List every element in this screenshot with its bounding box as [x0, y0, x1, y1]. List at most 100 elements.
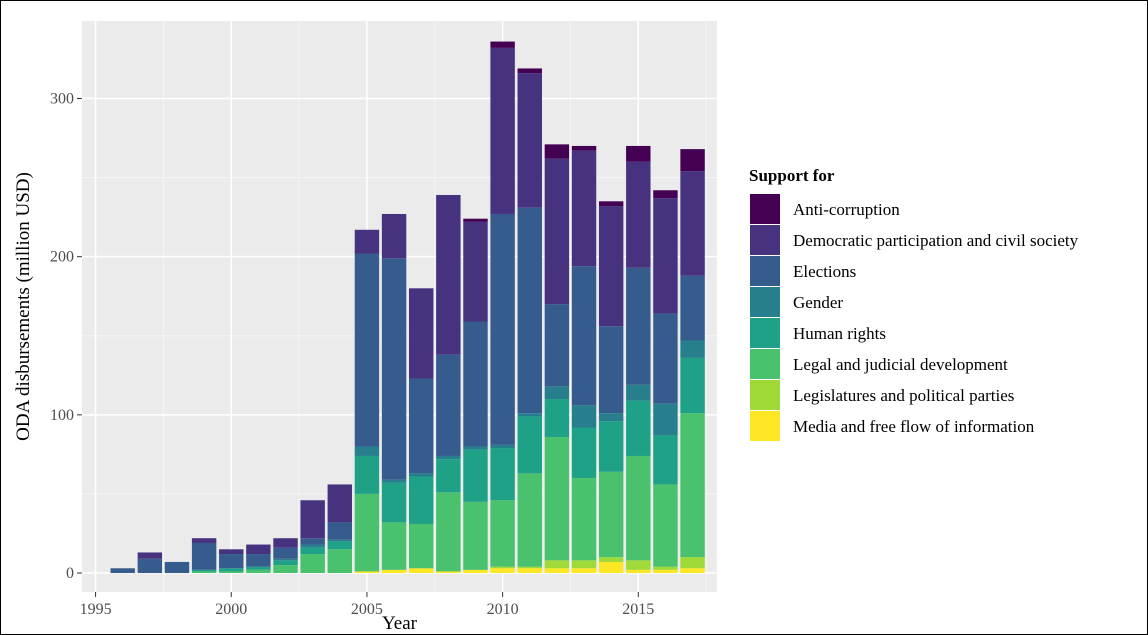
bar-segment — [571, 568, 597, 574]
bar-segment — [544, 436, 570, 561]
bar-segment — [354, 571, 380, 574]
bar-segment — [381, 522, 407, 570]
legend-key — [750, 349, 780, 379]
bar-segment — [164, 561, 190, 574]
legend-label: Legislatures and political parties — [793, 386, 1014, 405]
bar-segment — [436, 455, 461, 460]
bar-segment — [653, 435, 678, 485]
x-tick-label: 2005 — [351, 601, 383, 618]
x-tick-label: 1995 — [80, 601, 112, 618]
legend-key — [750, 225, 780, 255]
bar-segment — [517, 73, 542, 208]
bar-segment — [517, 473, 542, 567]
bar-segment — [598, 201, 624, 207]
bars — [110, 41, 705, 574]
bar-segment — [246, 566, 271, 570]
bar-segment — [626, 569, 651, 574]
x-tick-label: 2000 — [215, 601, 247, 618]
bar-segment — [544, 144, 570, 159]
bar-segment — [354, 493, 380, 572]
bar-segment — [354, 446, 380, 456]
bar-segment — [571, 560, 597, 569]
bar-segment — [219, 554, 244, 569]
bar-segment — [653, 198, 678, 314]
bar-segment — [381, 213, 407, 259]
bar-segment — [436, 194, 461, 355]
bar-segment — [626, 145, 651, 162]
bar-segment — [327, 539, 353, 542]
bar-segment — [517, 568, 542, 574]
bar-segment — [408, 473, 434, 477]
bar-segment — [110, 568, 135, 574]
bar-segment — [680, 568, 705, 574]
bar-segment — [680, 557, 705, 569]
bar-segment — [463, 569, 488, 574]
y-tick-label: 200 — [50, 249, 74, 266]
legend-key — [750, 287, 780, 317]
bar-segment — [680, 171, 705, 276]
bar-segment — [680, 340, 705, 358]
bar-segment — [626, 384, 651, 401]
bar-segment — [598, 326, 624, 414]
bar-segment — [544, 560, 570, 569]
bar-segment — [246, 569, 271, 574]
bar-segment — [219, 549, 244, 555]
legend-key — [750, 380, 780, 410]
bar-segment — [517, 207, 542, 414]
bar-segment — [571, 427, 597, 479]
x-axis-title: Year — [382, 613, 418, 634]
bar-segment — [517, 416, 542, 474]
bar-segment — [490, 444, 515, 449]
y-tick-label: 0 — [66, 565, 74, 582]
bar-segment — [598, 413, 624, 422]
bar-segment — [544, 568, 570, 574]
bar-segment — [381, 482, 407, 523]
bar-segment — [653, 190, 678, 199]
bar-segment — [408, 288, 434, 379]
bar-segment — [571, 150, 597, 267]
bar-segment — [571, 145, 597, 151]
bar-segment — [680, 357, 705, 414]
bar-segment — [544, 399, 570, 437]
bar-segment — [381, 479, 407, 483]
bar-segment — [463, 501, 488, 570]
bar-segment — [436, 571, 461, 574]
bar-segment — [626, 400, 651, 456]
axis-tick-labels: 1995 2000 2005 2010 2015 0 100 200 300 — [50, 91, 654, 618]
bar-segment — [517, 566, 542, 569]
bar-segment — [408, 523, 434, 569]
x-tick-label: 2015 — [622, 601, 654, 618]
bar-segment — [490, 568, 515, 574]
bar-segment — [571, 405, 597, 428]
bar-segment — [191, 571, 217, 574]
legend-label: Legal and judicial development — [793, 355, 1008, 374]
bar-segment — [571, 478, 597, 561]
bar-segment — [490, 448, 515, 501]
bar-segment — [354, 229, 380, 254]
bar-segment — [436, 459, 461, 493]
bar-segment — [653, 569, 678, 574]
legend-key — [750, 194, 780, 224]
bar-segment — [137, 552, 163, 559]
bar-segment — [408, 476, 434, 524]
bar-segment — [327, 484, 353, 523]
bar-segment — [653, 484, 678, 567]
bar-segment — [626, 560, 651, 570]
bar-segment — [598, 561, 624, 574]
bar-segment — [327, 522, 353, 540]
bar-segment — [436, 354, 461, 456]
bar-segment — [300, 500, 325, 539]
bar-segment — [327, 541, 353, 550]
legend: Support for Anti-corruption Democratic pa… — [749, 166, 1079, 441]
bar-segment — [246, 544, 271, 555]
bar-segment — [300, 554, 325, 574]
bar-segment — [571, 266, 597, 406]
y-tick-label: 300 — [50, 91, 74, 108]
x-tick-label: 2010 — [487, 601, 519, 618]
legend-key — [750, 411, 780, 441]
bar-segment — [381, 569, 407, 574]
y-axis-title: ODA disbursements (million USD) — [13, 172, 34, 441]
bar-segment — [490, 500, 515, 567]
bar-segment — [490, 41, 515, 48]
